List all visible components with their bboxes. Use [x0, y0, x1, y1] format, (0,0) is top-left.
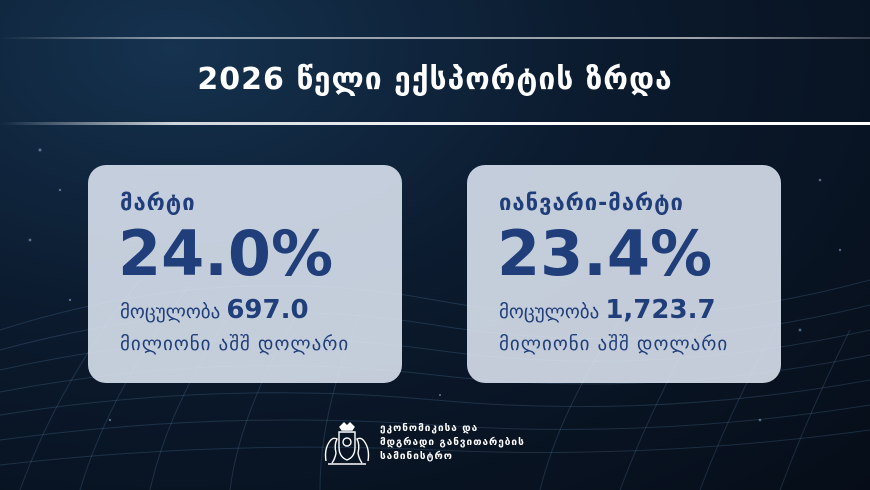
card-label: იანვარი-მარტი [499, 191, 684, 216]
card-volume: მოცულობა 1,723.7 [499, 295, 716, 325]
title-divider-line [0, 122, 870, 125]
card-label: მარტი [120, 191, 196, 216]
card-percent: 23.4% [497, 217, 713, 290]
ministry-line-3: სამინისტრო [380, 451, 453, 462]
card-percent: 24.0% [118, 217, 334, 290]
volume-label: მოცულობა [120, 301, 221, 323]
georgia-coat-of-arms-icon [324, 422, 370, 465]
stat-card-jan-march: იანვარი-მარტი 23.4% მოცულობა 1,723.7 მილ… [467, 165, 781, 383]
ministry-line-1: ეკონომიკისა და [380, 423, 479, 434]
ministry-line-2: მდგრადი განვითარების [380, 437, 525, 448]
card-unit: მილიონი აშშ დოლარი [120, 333, 350, 355]
top-divider-line [0, 37, 870, 39]
card-unit: მილიონი აშშ დოლარი [499, 333, 729, 355]
ministry-name: ეკონომიკისა და მდგრადი განვითარების სამი… [380, 422, 525, 464]
card-volume: მოცულობა 697.0 [120, 295, 309, 325]
volume-value: 1,723.7 [605, 295, 716, 325]
page-title: 2026 წელი ექსპორტის ზრდა [197, 62, 673, 97]
stat-card-march: მარტი 24.0% მოცულობა 697.0 მილიონი აშშ დ… [88, 165, 402, 383]
volume-value: 697.0 [226, 295, 309, 325]
volume-label: მოცულობა [499, 301, 600, 323]
